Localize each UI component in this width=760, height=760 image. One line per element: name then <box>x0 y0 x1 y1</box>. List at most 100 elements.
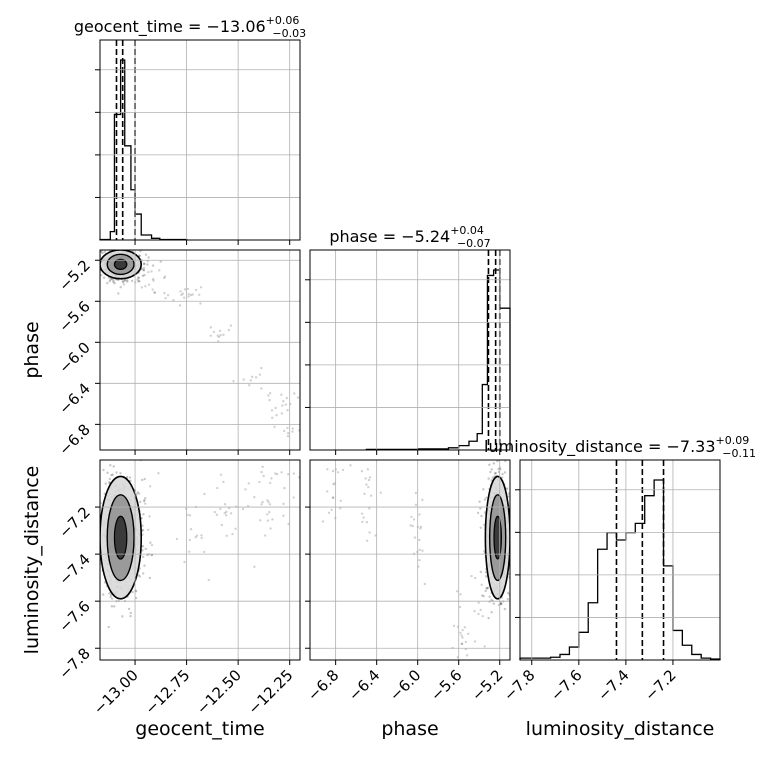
scatter-point <box>421 549 424 552</box>
scatter-point <box>494 471 497 475</box>
title-geocent-time: geocent_time = −13.06+0.06 −0.03 <box>74 14 306 40</box>
scatter-point <box>158 269 161 272</box>
scatter-point <box>212 330 216 334</box>
scatter-point <box>96 268 98 270</box>
scatter-point <box>247 383 251 387</box>
scatter-point <box>101 251 104 255</box>
scatter-point <box>110 597 114 600</box>
scatter-point <box>261 465 264 469</box>
scatter-point <box>188 514 192 517</box>
hist-luminosity_distance <box>519 479 721 660</box>
scatter-point <box>368 531 371 534</box>
scatter-point <box>227 506 231 510</box>
scatter-point <box>150 543 154 547</box>
scatter-point <box>119 472 122 475</box>
scatter-point <box>510 560 512 562</box>
scatter-point <box>326 490 329 493</box>
scatter-point <box>143 273 146 277</box>
scatter-point <box>229 512 233 515</box>
scatter-point <box>123 278 126 282</box>
y-tick-label: −6.0 <box>55 338 93 376</box>
scatter-point <box>274 472 277 475</box>
scatter-point <box>140 286 144 289</box>
x-tick-label: −6.0 <box>386 666 424 704</box>
scatter-point <box>488 463 491 467</box>
scatter-point <box>114 246 116 248</box>
scatter-point <box>481 594 484 597</box>
scatter-point <box>242 378 245 381</box>
scatter-point <box>360 512 364 515</box>
scatter-point <box>143 477 146 481</box>
density-contour <box>493 515 502 560</box>
scatter-point <box>273 425 276 429</box>
scatter-point <box>129 614 132 618</box>
scatter-point <box>137 280 140 283</box>
scatter-point <box>368 476 372 479</box>
scatter-point <box>183 288 187 291</box>
scatter-point <box>496 460 499 463</box>
scatter-point <box>222 480 225 484</box>
scatter-point <box>199 302 202 305</box>
scatter-point <box>271 445 273 447</box>
scatter-point <box>110 605 114 608</box>
scatter-point <box>490 468 494 471</box>
y-tick-label: −6.8 <box>55 420 93 458</box>
scatter-point <box>511 557 513 559</box>
scatter-point <box>91 536 93 538</box>
scatter-point <box>152 279 155 282</box>
scatter-point <box>134 596 138 600</box>
scatter-point <box>126 280 129 283</box>
scatter-point <box>182 296 186 299</box>
scatter-point <box>178 304 182 307</box>
scatter-point <box>493 472 497 475</box>
scatter-point <box>144 496 147 500</box>
scatter-point <box>189 528 193 531</box>
y-tick-label: −5.2 <box>55 256 93 294</box>
scatter-point <box>143 502 147 505</box>
scatter-point <box>368 507 371 510</box>
scatter-point <box>349 464 352 467</box>
scatter-point <box>286 434 290 438</box>
scatter-point <box>109 595 112 599</box>
scatter-point <box>480 514 483 518</box>
scatter-point <box>157 472 160 475</box>
scatter-point <box>108 477 112 481</box>
ylabel-phase: phase <box>21 321 43 378</box>
scatter-point <box>142 262 146 265</box>
scatter-point <box>282 400 285 403</box>
scatter-point <box>106 247 108 249</box>
scatter-point <box>268 398 271 402</box>
scatter-point <box>251 457 253 459</box>
scatter-point <box>286 409 289 412</box>
axes-frame <box>309 249 511 451</box>
x-tick-label: −13.00 <box>90 666 142 718</box>
scatter-point <box>365 483 368 486</box>
scatter-point <box>97 542 99 544</box>
title-phase: phase = −5.24+0.04 −0.07 <box>329 224 490 250</box>
scatter-point <box>200 534 203 537</box>
scatter-point <box>151 264 155 267</box>
scatter-point <box>102 468 105 472</box>
scatter-point <box>482 488 485 491</box>
scatter-point <box>103 250 106 254</box>
scatter-point <box>108 279 111 283</box>
scatter-point <box>144 547 147 551</box>
scatter-point <box>410 515 413 519</box>
scatter-point <box>411 524 414 528</box>
scatter-point <box>163 291 166 295</box>
scatter-point <box>143 564 146 567</box>
scatter-point <box>286 426 289 430</box>
scatter-point <box>97 264 99 266</box>
scatter-point <box>280 412 284 415</box>
scatter-point <box>183 560 186 564</box>
scatter-point <box>234 527 237 531</box>
axes-frame <box>309 459 511 661</box>
scatter-point <box>456 656 459 659</box>
scatter-point <box>207 578 210 582</box>
scatter-point <box>95 562 97 564</box>
scatter-point <box>489 470 492 474</box>
scatter-point <box>138 492 141 495</box>
scatter-point <box>480 583 483 587</box>
scatter-point <box>148 515 151 518</box>
